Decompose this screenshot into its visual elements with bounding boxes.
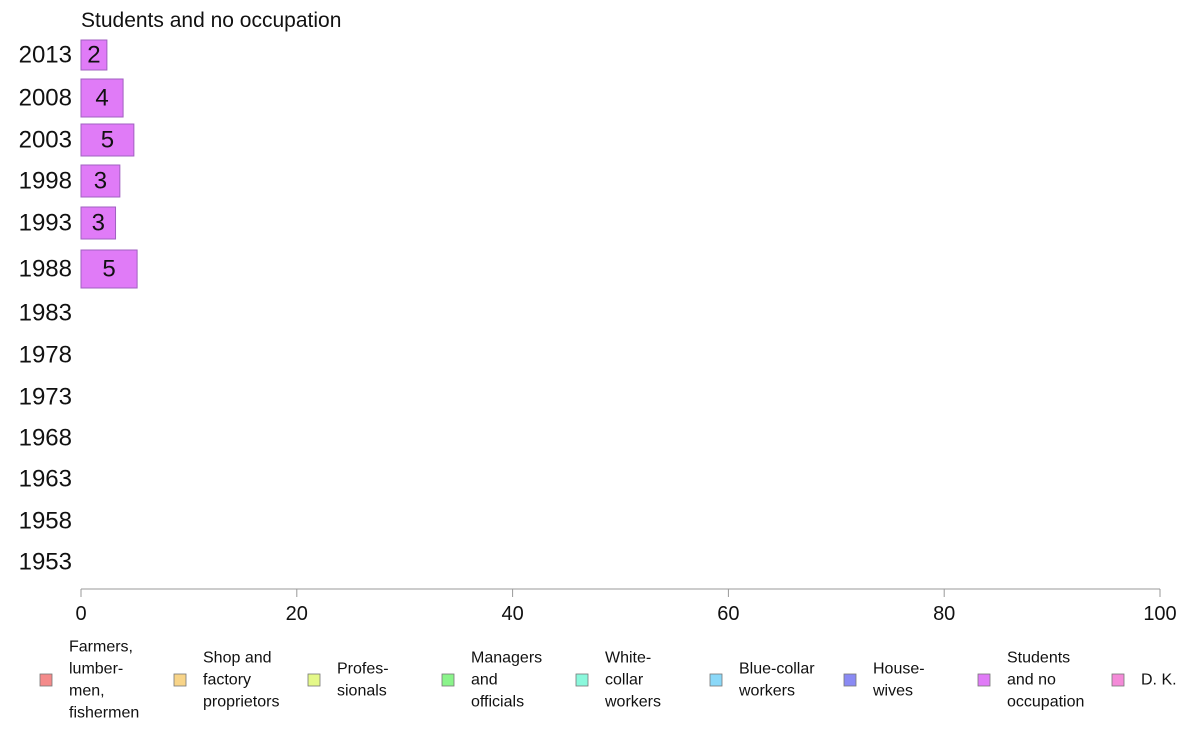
legend-label-line: Farmers, xyxy=(69,639,133,656)
x-tick-label: 0 xyxy=(75,603,86,625)
y-tick-label: 1998 xyxy=(19,168,72,195)
x-tick-label: 80 xyxy=(933,603,955,625)
legend-label-line: officials xyxy=(471,694,524,711)
bars-group: 2 4 5 3 3 5 xyxy=(80,39,138,289)
y-tick-label: 1953 xyxy=(19,549,72,576)
legend-label-line: and no xyxy=(1007,672,1056,689)
x-tick-label: 100 xyxy=(1143,603,1176,625)
bar-data-label: 3 xyxy=(92,210,105,237)
y-tick-label: 1978 xyxy=(19,342,72,369)
bar-data-label: 5 xyxy=(102,256,115,283)
y-tick-label: 1968 xyxy=(19,425,72,452)
legend-label-line: Shop and xyxy=(203,650,272,667)
legend-item: Students and no occupation xyxy=(977,650,1084,711)
bar xyxy=(80,39,108,71)
bar xyxy=(80,123,135,157)
legend-item: Shop and factory proprietors xyxy=(173,650,279,711)
legend-swatch xyxy=(1111,673,1125,687)
y-tick-label: 1993 xyxy=(19,210,72,237)
legend-swatch xyxy=(843,673,857,687)
y-tick-label: 1958 xyxy=(19,508,72,535)
legend-item: White-collar workers xyxy=(575,650,661,711)
legend-label-line: and xyxy=(471,672,498,689)
bar-data-label: 2 xyxy=(87,42,100,69)
legend-item: Blue-collar workers xyxy=(709,661,815,700)
bar xyxy=(80,78,124,118)
legend-item: Managers and officials xyxy=(441,650,542,711)
x-tick-label: 40 xyxy=(501,603,523,625)
legend-item: Farmers, lumber-men, fishermen xyxy=(39,639,139,722)
legend-label-line: workers xyxy=(738,683,795,700)
y-tick-label: 2013 xyxy=(19,42,72,69)
legend-label-line: collar xyxy=(605,672,644,689)
x-axis: 0 20 40 60 80 100 xyxy=(75,588,1177,625)
legend-label-line: lumber- xyxy=(69,661,123,678)
y-tick-label: 2003 xyxy=(19,127,72,154)
bar xyxy=(80,249,138,289)
bar-data-label: 4 xyxy=(95,85,108,112)
legend-label-line: Blue-collar xyxy=(739,661,815,678)
legend-swatch xyxy=(173,673,187,687)
legend-label-line: proprietors xyxy=(203,694,279,711)
legend-label-line: men, xyxy=(69,683,105,700)
legend-swatch xyxy=(575,673,589,687)
bar xyxy=(80,206,117,240)
y-tick-label: 1963 xyxy=(19,466,72,493)
bar xyxy=(80,164,121,198)
y-axis-ticks: 2013 2008 2003 1998 1993 1988 1983 1978 1973 1968… xyxy=(19,42,72,576)
y-tick-label: 1988 xyxy=(19,256,72,283)
legend-swatch xyxy=(307,673,321,687)
bar-data-label: 5 xyxy=(101,127,114,154)
legend-label-line: factory xyxy=(203,672,251,689)
y-tick-label: 2008 xyxy=(19,85,72,112)
legend-label-line: D. K. xyxy=(1141,672,1177,689)
legend-item: House-wives xyxy=(843,661,925,700)
chart-title: Students and no occupation xyxy=(81,9,341,32)
legend-label-line: occupation xyxy=(1007,694,1084,711)
y-tick-label: 1973 xyxy=(19,384,72,411)
legend-item: D. K. xyxy=(1111,672,1177,689)
legend-item: Profes-sionals xyxy=(307,661,389,700)
legend-swatch xyxy=(977,673,991,687)
legend-label-line: House- xyxy=(873,661,925,678)
legend-label-line: Managers xyxy=(471,650,542,667)
legend-label-line: wives xyxy=(872,683,913,700)
bar-data-label: 3 xyxy=(94,168,107,195)
legend-swatch xyxy=(709,673,723,687)
legend-label-line: sionals xyxy=(337,683,387,700)
legend: Farmers, lumber-men, fishermen Shop and fact… xyxy=(39,639,1177,722)
y-tick-label: 1983 xyxy=(19,300,72,327)
legend-label-line: Profes- xyxy=(337,661,389,678)
legend-label-line: Students xyxy=(1007,650,1070,667)
legend-label-line: White- xyxy=(605,650,651,667)
legend-swatch xyxy=(39,673,53,687)
x-tick-label: 20 xyxy=(286,603,308,625)
legend-swatch xyxy=(441,673,455,687)
x-tick-label: 60 xyxy=(717,603,739,625)
legend-label-line: fishermen xyxy=(69,705,139,722)
legend-label-line: workers xyxy=(604,694,661,711)
